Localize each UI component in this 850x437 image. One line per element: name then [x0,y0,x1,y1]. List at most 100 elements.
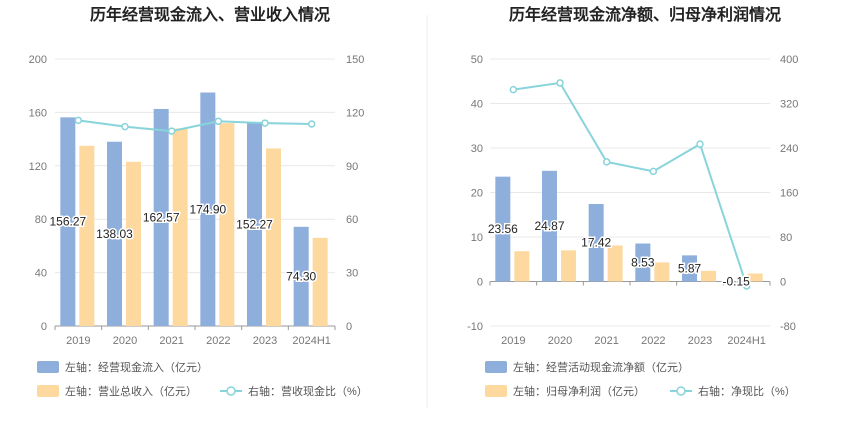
chart1-ratio-point [261,119,269,127]
chart1-bar-secondary [219,123,235,326]
chart2-ratio-point [556,79,564,87]
chart2-legend-label: 左轴：归母净利润（亿元） [513,384,645,398]
chart2-ratio-point [602,158,611,166]
chart2-left-tick: -10 [467,321,483,333]
chart1-legend-label: 左轴：经营现金流入（亿元） [65,360,208,374]
chart1-bar-primary [200,92,216,326]
chart2-left-tick: 10 [471,232,483,244]
chart2-data-label: -0.15 [722,275,750,289]
chart2-x-tick-label: 2022 [641,335,665,347]
chart1-bar-secondary [266,148,281,326]
chart1-ratio-point [307,120,316,128]
chart2-left-tick: 40 [471,99,483,111]
chart1-x-tick-label: 2022 [206,335,230,347]
chart1-data-label: 174.90 [189,202,226,216]
chart1-x-tick-label: 2023 [253,335,277,347]
chart1-left-tick: 80 [35,214,47,226]
chart1-bar-secondary [126,161,141,326]
chart2-bar-primary [635,243,651,282]
chart1-bar-primary [60,117,76,326]
chart2-bar-secondary [701,270,716,282]
chart1-x-tick-label: 2021 [159,335,183,347]
chart1-right-tick: 120 [346,107,364,119]
chart2-legend-marker [676,386,686,396]
chart2-bar-primary [495,176,511,282]
chart1-ratio-point [167,127,176,135]
chart2-data-label: 24.87 [534,219,564,233]
chart2-legend-swatch [485,361,507,373]
chart2-left-tick: 50 [471,54,483,66]
chart2-ratio-point [509,85,518,94]
chart1-right-tick: 0 [346,321,352,333]
chart2-bar-primary [542,170,557,282]
chart2-left-tick: 20 [471,188,483,200]
chart2-right-tick: 400 [780,54,798,66]
chart2-x-tick-label: 2020 [548,335,572,347]
chart1-bar-primary [153,108,169,326]
chart1-legend-swatch [37,361,59,373]
chart1-data-label: 138.03 [96,227,133,241]
chart2-right-tick: -80 [780,321,796,333]
chart1-title: 历年经营现金流入、营业收入情况 [90,5,330,24]
chart2-data-label: 17.42 [581,236,611,250]
chart1-bar-secondary [312,237,328,326]
chart2-left-tick: 0 [477,277,483,289]
chart2-legend-label: 右轴：净现比（%） [698,384,796,398]
chart2-ratio-line [513,81,748,287]
chart1-bar-primary [107,141,122,326]
chart2-ratio-point [696,140,704,148]
chart1-data-label: 156.27 [49,215,86,229]
chart1-right-tick: 60 [346,214,358,226]
chart2-right-tick: 80 [780,232,792,244]
chart1-bar-primary [293,226,309,326]
chart1-data-label: 152.27 [236,217,273,231]
chart2-data-label: 8.53 [631,256,655,270]
chart1-right-tick: 30 [346,268,358,280]
chart1-x-tick-label: 2024H1 [292,335,331,347]
chart2-data-label: 5.87 [678,261,702,275]
chart1-x-tick-label: 2020 [113,335,137,347]
chart2-right-tick: 0 [780,277,786,289]
chart1-x-tick-label: 2019 [66,335,90,347]
chart2-x-tick-label: 2021 [594,335,618,347]
chart2-bar-secondary [654,262,670,282]
chart2-bar-primary [588,203,604,282]
chart2-title: 历年经营现金流净额、归母净利润情况 [509,5,781,24]
chart1-bar-secondary [172,128,188,326]
chart2-x-tick-label: 2019 [501,335,525,347]
chart2-right-tick: 160 [780,188,798,200]
chart1-ratio-line [78,119,312,133]
chart2-left-tick: 30 [471,143,483,155]
chart1-left-tick: 40 [35,268,47,280]
chart1-bar-secondary [79,145,95,326]
chart1-left-tick: 120 [29,161,47,173]
chart1-legend-swatch [37,385,59,397]
chart2-bar-secondary [514,251,530,282]
chart1-ratio-point [214,117,223,126]
chart2-x-tick-label: 2023 [688,335,712,347]
chart2-legend-swatch [485,385,507,397]
chart1-left-tick: 200 [29,54,47,66]
chart2-data-label: 23.56 [488,222,518,236]
chart2-bar-primary [682,255,697,282]
chart1-right-tick: 150 [346,54,364,66]
chart1-ratio-point [74,116,83,125]
chart1-left-tick: 0 [41,321,47,333]
chart1-legend-label: 右轴：营收现金比（%） [248,384,368,398]
chart2-bar-secondary [747,273,763,282]
chart1-bar-primary [247,122,262,327]
chart1-data-label: 162.57 [143,210,180,224]
chart2-legend-label: 左轴：经营活动现金流净额（亿元） [513,360,689,374]
chart1-right-tick: 90 [346,161,358,173]
chart2-ratio-point [742,282,751,290]
chart1-legend-label: 左轴：营业总收入（亿元） [65,384,197,398]
chart1-ratio-point [121,122,129,131]
chart1-legend-marker [226,386,236,396]
chart2-right-tick: 240 [780,143,798,155]
chart1-left-tick: 160 [29,107,47,119]
chart2-x-tick-label: 2024H1 [727,335,766,347]
chart1-data-label: 74.30 [286,269,316,283]
chart2-bar-secondary [561,250,576,282]
